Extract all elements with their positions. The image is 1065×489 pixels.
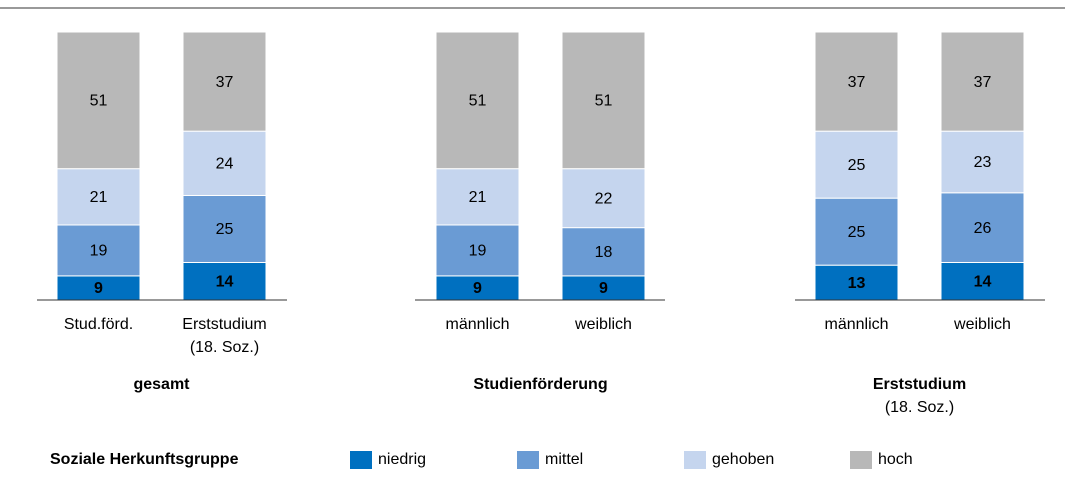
data-label: 9	[599, 280, 608, 297]
bar-segment	[940, 31, 1025, 132]
data-label: 14	[974, 273, 992, 290]
x-tick-label-line: (18. Soz.)	[190, 339, 259, 356]
x-tick-label-line: weiblich	[574, 316, 632, 333]
bar-segment	[814, 130, 899, 199]
bar-segment	[814, 31, 899, 132]
bar-segment	[561, 275, 646, 301]
data-label: 51	[469, 93, 487, 110]
data-label: 18	[595, 244, 613, 261]
data-label: 21	[469, 189, 487, 206]
legend-swatch	[684, 451, 706, 469]
legend-swatch	[517, 451, 539, 469]
bar-segment	[435, 168, 520, 226]
legend-title: Soziale Herkunftsgruppe	[50, 451, 239, 468]
data-label: 37	[848, 74, 866, 91]
data-label: 14	[216, 273, 234, 290]
legend-label: niedrig	[378, 451, 426, 468]
x-tick-label: männlich	[445, 316, 509, 333]
bar-segment	[56, 31, 141, 170]
bar-segment	[940, 130, 1025, 194]
data-label: 22	[595, 190, 613, 207]
bar-segment	[56, 224, 141, 277]
x-tick-label-line: weiblich	[953, 316, 1011, 333]
bar-segment	[182, 31, 267, 132]
x-tick-label-line: männlich	[445, 316, 509, 333]
legend-label: gehoben	[712, 451, 774, 468]
group-title: Erststudium	[873, 376, 966, 393]
bar-segment	[435, 31, 520, 170]
x-tick-label: weiblich	[574, 316, 632, 333]
data-label: 51	[595, 93, 613, 110]
data-label: 37	[974, 74, 992, 91]
legend-label: mittel	[545, 451, 583, 468]
bar-segment	[182, 130, 267, 196]
data-label: 25	[848, 224, 866, 241]
group-title: gesamt	[133, 376, 190, 393]
group-subtitle: (18. Soz.)	[885, 399, 954, 416]
data-label: 21	[90, 189, 108, 206]
bar-segment	[814, 264, 899, 301]
bar-segment	[182, 261, 267, 301]
bar-segment	[814, 197, 899, 266]
x-tick-label: Stud.förd.	[64, 316, 133, 333]
data-label: 26	[974, 220, 992, 237]
x-tick-label: männlich	[824, 316, 888, 333]
data-label: 13	[848, 275, 866, 292]
data-label: 51	[90, 93, 108, 110]
bar-segment	[182, 194, 267, 263]
group-title: Studienförderung	[473, 376, 607, 393]
legend-label: hoch	[878, 451, 913, 468]
data-label: 9	[473, 280, 482, 297]
x-tick-label: weiblich	[953, 316, 1011, 333]
bar-segment	[940, 192, 1025, 263]
data-label: 9	[94, 280, 103, 297]
x-tick-label-line: Stud.förd.	[64, 316, 133, 333]
bar-segment	[561, 227, 646, 277]
bar-segment	[561, 168, 646, 229]
data-label: 25	[848, 157, 866, 174]
data-label: 37	[216, 74, 234, 91]
data-label: 24	[216, 156, 234, 173]
data-label: 19	[469, 243, 487, 260]
x-tick-label: Erststudium (18. Soz.)	[182, 316, 266, 356]
legend-swatch	[850, 451, 872, 469]
data-label: 19	[90, 243, 108, 260]
data-label: 25	[216, 221, 234, 238]
data-label: 23	[974, 154, 992, 171]
bar-segment	[561, 31, 646, 170]
x-tick-label-line: Erststudium	[182, 316, 266, 333]
x-tick-label-line: männlich	[824, 316, 888, 333]
legend-swatch	[350, 451, 372, 469]
